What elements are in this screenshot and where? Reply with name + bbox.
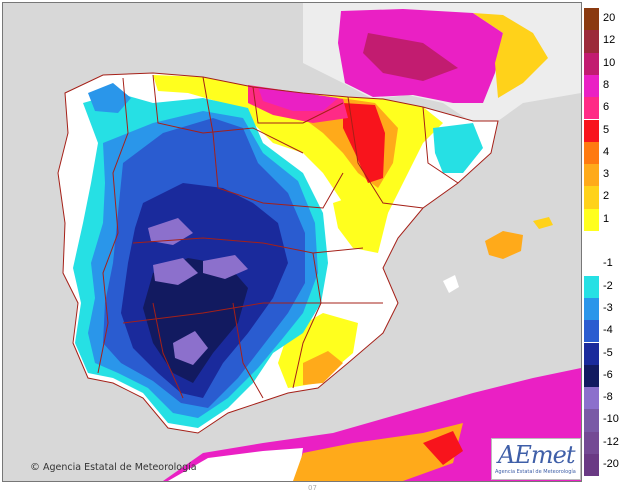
- cold-northwest: [88, 83, 131, 113]
- africa-orange-band: [293, 423, 463, 481]
- legend-item: 20: [584, 8, 628, 31]
- legend-swatch: [584, 119, 599, 142]
- legend-item: -1: [584, 253, 628, 276]
- legend-swatch: [584, 30, 599, 53]
- legend-swatch: [584, 253, 599, 276]
- legend-item: -10: [584, 409, 628, 432]
- legend-label: 4: [603, 145, 610, 158]
- credit-line: © Agencia Estatal de Meteorología: [30, 462, 197, 473]
- legend-swatch: [584, 364, 599, 388]
- cold-purple-2: [153, 258, 198, 285]
- legend-label: -8: [603, 391, 613, 404]
- legend-swatch: [584, 52, 599, 75]
- map-svg: [57, 3, 581, 481]
- legend-swatch: [584, 74, 599, 98]
- legend-label: 5: [603, 123, 610, 136]
- color-legend: 20 12 10 8 6 5 4 3 2 1 -1 -2 -3 -4 -5 -6 -8 -10 -12 -20: [584, 8, 628, 478]
- legend-label: -20: [603, 458, 619, 470]
- legend-item: -20: [584, 454, 628, 477]
- legend-label: -1: [603, 257, 613, 270]
- legend-item: 1: [584, 208, 628, 232]
- legend-item: 2: [584, 186, 628, 209]
- ibiza-island: [443, 275, 459, 293]
- legend-label: 12: [603, 34, 616, 47]
- legend-label: 2: [603, 190, 610, 203]
- legend-swatch: [584, 97, 599, 120]
- credit-text: Agencia Estatal de Meteorología: [43, 462, 197, 473]
- legend-swatch: [584, 297, 599, 321]
- legend-label: 10: [603, 56, 616, 69]
- france-warm-core: [363, 33, 458, 81]
- legend-item: -8: [584, 387, 628, 410]
- legend-swatch: [584, 342, 599, 365]
- legend-item: 8: [584, 74, 628, 98]
- legend-label: -3: [603, 301, 613, 314]
- legend-item: 4: [584, 141, 628, 165]
- legend-label: -4: [603, 324, 613, 337]
- cold-purple-3: [203, 255, 248, 279]
- legend-label: 3: [603, 168, 610, 181]
- legend-item: -4: [584, 320, 628, 343]
- legend-item: 5: [584, 119, 628, 143]
- legend-label: 8: [603, 78, 610, 91]
- aemet-logo: AEmet Agencia Estatal de Meteorología: [491, 438, 581, 480]
- legend-label: -10: [603, 413, 619, 426]
- cold-purple-1: [148, 218, 193, 245]
- cold-purple-4: [173, 331, 208, 365]
- legend-label: -6: [603, 368, 613, 381]
- legend-swatch: [584, 186, 599, 209]
- region-borders: [57, 72, 499, 434]
- legend-swatch: [584, 8, 599, 31]
- logo-mark: AEmet: [498, 441, 575, 469]
- legend-item: [584, 231, 628, 254]
- cold-catalonia: [433, 123, 483, 173]
- legend-item: -5: [584, 342, 628, 366]
- africa-red-spot: [423, 431, 463, 465]
- legend-item: 3: [584, 164, 628, 187]
- warm-band-red: [343, 103, 385, 183]
- warm-band-magenta: [258, 87, 338, 111]
- legend-swatch: [584, 275, 599, 298]
- logo-subtitle: Agencia Estatal de Meteorología: [495, 469, 576, 475]
- africa-white-band: [168, 448, 303, 481]
- legend-label: -2: [603, 279, 613, 292]
- legend-swatch: [584, 141, 599, 165]
- warm-southeast-orange: [303, 351, 343, 385]
- legend-swatch: [584, 231, 599, 254]
- legend-swatch: [584, 387, 599, 410]
- copyright-icon: ©: [30, 462, 40, 473]
- legend-label: 6: [603, 101, 610, 114]
- legend-label: -12: [603, 435, 619, 448]
- legend-swatch: [584, 164, 599, 187]
- legend-swatch: [584, 431, 599, 454]
- legend-swatch: [584, 409, 599, 432]
- warm-east-coast: [333, 193, 388, 253]
- menorca-island: [533, 217, 553, 229]
- legend-label: 20: [603, 12, 616, 24]
- anomaly-map: [2, 2, 582, 482]
- mallorca-island: [485, 231, 523, 259]
- legend-item: 10: [584, 52, 628, 76]
- legend-item: 12: [584, 30, 628, 53]
- legend-item: -6: [584, 364, 628, 388]
- cold-navy-dark: [143, 258, 248, 383]
- bottom-mark: 07: [308, 484, 317, 492]
- legend-label: -5: [603, 346, 613, 359]
- legend-swatch: [584, 208, 599, 231]
- legend-swatch: [584, 454, 599, 477]
- legend-item: -3: [584, 297, 628, 321]
- legend-item: 6: [584, 97, 628, 120]
- legend-item: -2: [584, 275, 628, 299]
- legend-item: -12: [584, 431, 628, 455]
- legend-label: 1: [603, 212, 610, 225]
- legend-swatch: [584, 320, 599, 343]
- france-yellow-edge: [473, 13, 548, 98]
